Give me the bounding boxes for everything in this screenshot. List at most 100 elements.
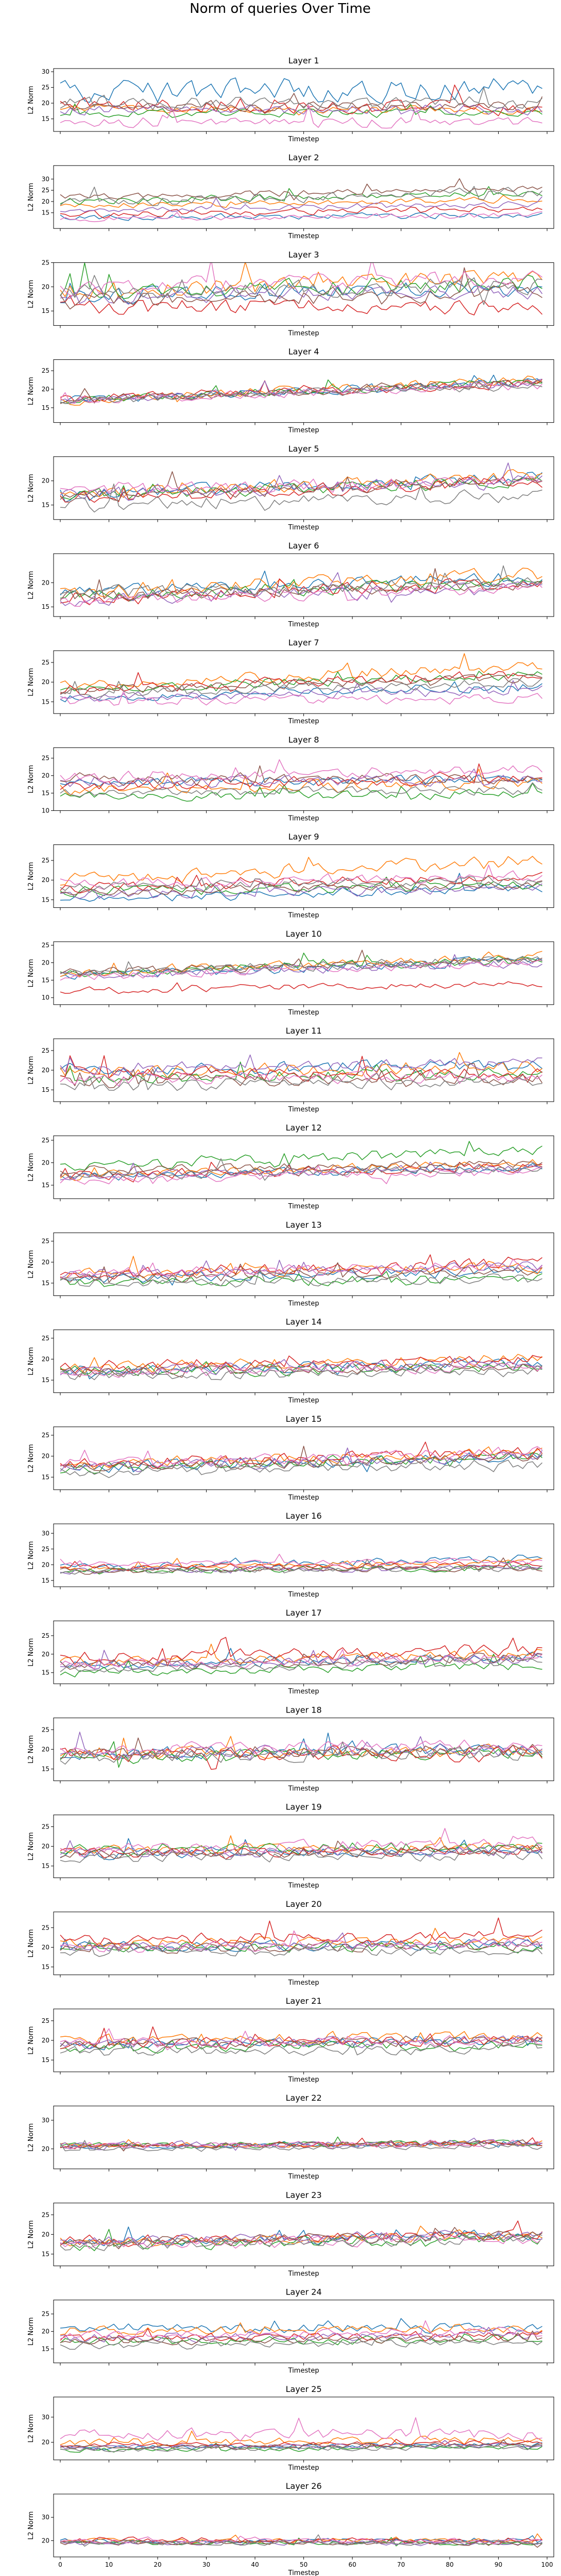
series-line-8	[60, 2140, 542, 2152]
series-line-6	[60, 2439, 542, 2450]
y-tick-label: 25	[42, 187, 49, 194]
panel-title: Layer 5	[288, 444, 319, 454]
series-group	[60, 178, 543, 222]
series-line-3	[60, 1561, 542, 1575]
series-line-2	[60, 194, 542, 208]
series-line-7	[60, 690, 543, 706]
y-tick-label: 20	[42, 1067, 49, 1074]
panel-title: Layer 26	[285, 2481, 321, 2491]
series-line-5	[60, 1447, 543, 1472]
y-tick-label: 20	[42, 772, 49, 779]
y-axis-label: L2 Norm	[27, 959, 35, 987]
x-axis-label: Timestep	[288, 815, 319, 822]
series-line-8	[60, 565, 542, 596]
panel-title: Layer 2	[288, 153, 319, 162]
series-line-5	[60, 1840, 542, 1858]
series-line-4	[60, 1917, 542, 1946]
series-group	[60, 262, 543, 315]
panel-7: Layer 7 15 20 25 Timestep L2 Norm	[27, 638, 554, 725]
series-line-6	[60, 1445, 543, 1471]
y-axis-label: L2 Norm	[27, 1347, 35, 1375]
y-tick-label: 20	[42, 1159, 49, 1166]
x-axis-label: Timestep	[288, 1979, 319, 1987]
series-line-6	[60, 950, 542, 976]
series-line-8	[60, 1940, 543, 1957]
y-tick-label: 15	[42, 307, 49, 314]
series-group	[60, 1827, 543, 1863]
y-tick-label: 15	[42, 209, 49, 217]
y-tick-label: 20	[42, 99, 49, 107]
y-tick-label: 25	[42, 1432, 49, 1439]
panel-title: Layer 6	[288, 541, 319, 551]
x-axis-label: Timestep	[288, 1106, 319, 1114]
y-axis-label: L2 Norm	[27, 765, 35, 793]
series-line-7	[60, 262, 542, 296]
y-tick-label: 30	[42, 2514, 49, 2521]
series-line-4	[60, 295, 543, 315]
panel-13: Layer 13 15 20 25 Timestep L2 Norm	[27, 1220, 554, 1307]
y-tick-label: 15	[42, 790, 49, 797]
series-line-7	[60, 1930, 542, 1953]
series-line-8	[60, 1654, 542, 1673]
series-line-3	[60, 577, 542, 602]
y-axis-label: L2 Norm	[27, 2220, 35, 2249]
y-tick-label: 20	[42, 1651, 49, 1658]
y-axis-label: L2 Norm	[27, 86, 35, 114]
series-line-3	[60, 186, 542, 205]
series-line-3	[60, 1361, 542, 1377]
y-tick-label: 15	[42, 1279, 49, 1287]
y-tick-label: 20	[42, 2037, 49, 2044]
x-axis-label: Timestep	[288, 2464, 319, 2472]
series-line-6	[60, 2330, 542, 2346]
series-line-5	[60, 2035, 542, 2049]
y-axis-label: L2 Norm	[27, 1929, 35, 1957]
series-line-2	[60, 568, 542, 598]
series-line-7	[60, 2028, 542, 2051]
y-tick-label: 20	[42, 678, 49, 686]
series-line-5	[60, 680, 542, 702]
panel-title: Layer 1	[288, 56, 319, 65]
panels: Layer 1 15 20 25 30 Timestep L2 Norm Layer 2 15 2…	[27, 56, 554, 2576]
series-line-4	[60, 1055, 542, 1083]
y-axis-label: L2 Norm	[27, 1541, 35, 1569]
panel-title: Layer 20	[285, 1899, 321, 1909]
y-tick-label: 15	[42, 1863, 49, 1870]
panel-10: Layer 10 10 15 20 25 Timestep L2 Norm	[27, 929, 554, 1017]
y-tick-label: 20	[42, 283, 49, 290]
y-tick-label: 20	[42, 2145, 49, 2152]
y-axis-label: L2 Norm	[27, 377, 35, 405]
panel-title: Layer 14	[285, 1317, 321, 1327]
y-axis-label: L2 Norm	[27, 571, 35, 599]
series-line-8	[60, 2233, 542, 2251]
series-group	[60, 1141, 542, 1185]
y-tick-label: 20	[42, 2231, 49, 2238]
y-tick-label: 15	[42, 1182, 49, 1189]
y-tick-label: 25	[42, 1632, 49, 1639]
series-group	[60, 1052, 543, 1091]
series-line-1	[60, 1648, 542, 1669]
x-axis-label: Timestep	[288, 329, 319, 337]
panel-title: Layer 4	[288, 347, 319, 357]
series-line-7	[60, 476, 542, 494]
panel-8: Layer 8 10 15 20 25 Timestep L2 Norm	[27, 735, 554, 822]
series-group	[60, 565, 543, 607]
series-line-8	[60, 2444, 542, 2452]
x-axis-label: Timestep	[288, 2569, 319, 2576]
x-tick-label: 40	[251, 2561, 259, 2568]
series-line-6	[60, 1159, 542, 1176]
series-group	[60, 2026, 542, 2056]
panel-title: Layer 22	[285, 2093, 321, 2103]
series-line-8	[60, 2037, 542, 2056]
y-tick-label: 25	[42, 1545, 49, 1553]
x-axis-label: Timestep	[288, 1009, 319, 1017]
series-line-3	[60, 1141, 542, 1171]
series-line-4	[60, 206, 542, 219]
series-line-7	[60, 2320, 542, 2342]
series-line-4	[60, 981, 542, 994]
series-line-2	[60, 2322, 542, 2336]
series-line-7	[60, 1739, 542, 1755]
series-line-1	[60, 281, 542, 304]
series-line-2	[60, 1927, 542, 1949]
y-tick-label: 25	[42, 755, 49, 762]
y-tick-label: 25	[42, 1726, 49, 1733]
